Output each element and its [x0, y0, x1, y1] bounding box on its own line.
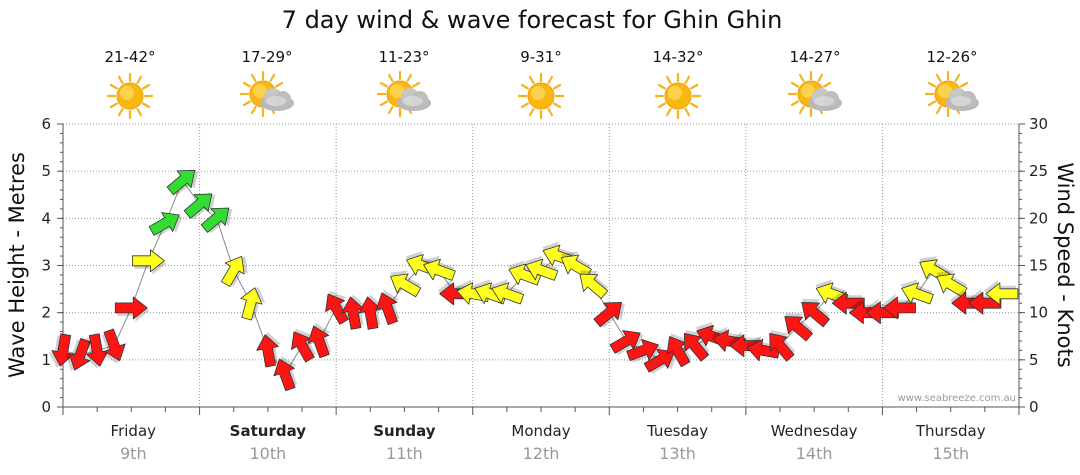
axis-labels: 0 1 2 3 4 5 6 0 5 10 15 20 25 30 Friday 9th Saturday 10th… — [41, 115, 1048, 463]
y-left-tick-label: 5 — [41, 162, 51, 180]
y-right-tick-label: 25 — [1029, 162, 1048, 180]
y-left-tick-label: 1 — [41, 351, 51, 369]
y-right-tick-label: 20 — [1029, 209, 1048, 227]
wind-arrow — [240, 286, 266, 321]
x-date-label: 13th — [659, 444, 696, 463]
y-right-tick-label: 30 — [1029, 115, 1048, 133]
y-left-tick-label: 3 — [41, 257, 51, 275]
wind-arrow — [273, 356, 298, 392]
temperature-range: 17-29° — [241, 48, 292, 66]
sun-cloud-icon — [376, 70, 431, 118]
x-day-label: Tuesday — [646, 422, 708, 440]
y-left-tick-label: 6 — [41, 115, 51, 133]
wind-arrow — [183, 193, 216, 220]
wind-arrow — [114, 296, 150, 322]
wind-arrow — [166, 169, 199, 196]
x-day-label: Thursday — [915, 422, 986, 440]
wind-arrow — [508, 260, 542, 286]
y-right-tick-label: 15 — [1029, 257, 1048, 275]
x-date-label: 12th — [523, 444, 560, 463]
wind-arrow — [727, 331, 763, 358]
wind-arrow — [593, 302, 626, 328]
x-date-label: 15th — [932, 444, 969, 463]
temperature-range: 9-31° — [520, 48, 562, 66]
x-date-label: 10th — [249, 444, 286, 463]
temperature-range: 14-27° — [789, 48, 840, 66]
x-day-label: Monday — [511, 422, 570, 440]
wind-arrow — [560, 251, 592, 279]
wind-arrow — [358, 294, 384, 330]
temperature-range: 12-26° — [926, 48, 977, 66]
y-left-tick-label: 4 — [41, 209, 51, 227]
y-right-tick-label: 5 — [1029, 351, 1039, 369]
wind-arrow — [375, 289, 400, 326]
wind-arrow — [769, 329, 796, 362]
x-date-label: 14th — [796, 444, 833, 463]
y-right-tick-label: 0 — [1029, 398, 1039, 416]
x-date-label: 9th — [120, 444, 147, 463]
wind-arrow — [936, 270, 968, 298]
wind-arrow — [683, 329, 710, 362]
wind-arrow — [84, 333, 109, 369]
wind-arrow — [579, 270, 609, 299]
wind-arrow — [881, 293, 916, 320]
wind-arrows — [48, 169, 1019, 392]
wind-arrow — [148, 212, 183, 237]
credit-text: www.seabreeze.com.au — [898, 393, 1016, 404]
temperature-range: 11-23° — [378, 48, 429, 66]
temperature-range: 21-42° — [104, 48, 155, 66]
sun-cloud-icon — [239, 70, 294, 118]
wind-arrow — [983, 279, 1019, 306]
y-right-axis-label: Wind Speed - Knots — [1053, 162, 1077, 367]
x-day-label: Sunday — [373, 422, 436, 440]
wind-arrow — [801, 298, 830, 328]
y-right-tick-label: 10 — [1029, 304, 1048, 322]
wind-arrow — [48, 333, 74, 368]
wind-arrow — [525, 255, 559, 281]
wind-arrow — [65, 337, 91, 371]
x-day-label: Friday — [111, 422, 157, 440]
wind-arrow — [784, 312, 813, 342]
temperature-range: 14-32° — [652, 48, 703, 66]
sun-cloud-icon — [787, 70, 842, 118]
wind-arrow — [390, 270, 422, 298]
sun-icon — [106, 72, 154, 120]
wind-arrow — [341, 294, 367, 330]
wind-arrow — [626, 338, 662, 363]
wind-arrow — [325, 290, 351, 325]
x-day-label: Saturday — [230, 422, 307, 440]
sun-cloud-icon — [924, 70, 979, 118]
y-left-axis-label: Wave Height - Metres — [5, 152, 29, 378]
wind-arrow — [307, 323, 332, 359]
x-date-label: 11th — [386, 444, 423, 463]
wind-arrow — [200, 207, 233, 234]
sun-icon — [654, 72, 702, 120]
chart-title: 7 day wind & wave forecast for Ghin Ghin — [282, 6, 783, 34]
x-day-label: Wednesday — [771, 422, 858, 440]
daily-weather-header: 21-42° 17-29° 11-23° 9-31° 14-32° 14-27° 12-26… — [104, 48, 979, 120]
wind-arrow — [256, 332, 281, 368]
wind-arrow — [491, 279, 525, 305]
wind-arrow — [830, 289, 865, 315]
wind-arrow — [220, 255, 248, 287]
wind-arrow — [131, 249, 167, 275]
wind-arrow — [900, 279, 934, 305]
wind-arrow — [101, 328, 126, 364]
y-left-tick-label: 2 — [41, 304, 51, 322]
wind-arrow — [643, 348, 678, 374]
y-left-tick-label: 0 — [41, 398, 51, 416]
sun-icon — [517, 72, 565, 120]
wind-arrow — [422, 255, 456, 281]
